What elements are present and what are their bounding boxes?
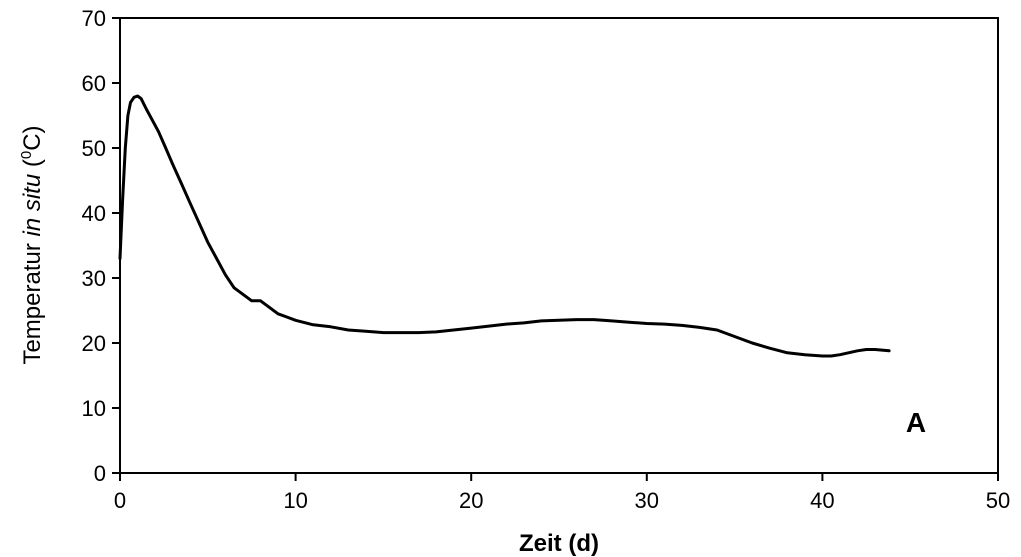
y-axis-title: Temperatur in situ (0C) xyxy=(18,125,46,364)
x-tick-label: 20 xyxy=(459,488,483,513)
x-tick-label: 10 xyxy=(283,488,307,513)
y-tick-label: 40 xyxy=(82,201,106,226)
x-tick-label: 50 xyxy=(986,488,1010,513)
plot-frame xyxy=(119,17,999,474)
y-tick-label: 10 xyxy=(82,396,106,421)
y-tick-label: 30 xyxy=(82,266,106,291)
y-tick-label: 70 xyxy=(82,6,106,31)
series-line-0 xyxy=(118,94,891,358)
x-axis-ticks: 0 10 20 30 40 50 xyxy=(114,473,1010,513)
y-tick-label: 50 xyxy=(82,136,106,161)
y-axis-title-italic: in situ xyxy=(19,174,46,237)
y-tick-label: 20 xyxy=(82,331,106,356)
y-axis-title-unit-close: C) xyxy=(19,125,46,150)
x-tick-label: 0 xyxy=(114,488,126,513)
x-tick-label: 40 xyxy=(810,488,834,513)
y-axis-title-prefix: Temperatur xyxy=(19,236,46,364)
y-axis-title-unit-open: ( xyxy=(19,159,46,174)
y-axis-title-superscript: 0 xyxy=(18,151,35,159)
y-tick-label: 0 xyxy=(94,461,106,486)
y-tick-label: 60 xyxy=(82,71,106,96)
x-axis-title: Zeit (d) xyxy=(519,530,599,557)
x-tick-label: 30 xyxy=(635,488,659,513)
series-layer xyxy=(118,94,891,358)
panel-label: A xyxy=(906,407,926,438)
y-axis-ticks: 0 10 20 30 40 50 60 70 xyxy=(82,6,120,486)
